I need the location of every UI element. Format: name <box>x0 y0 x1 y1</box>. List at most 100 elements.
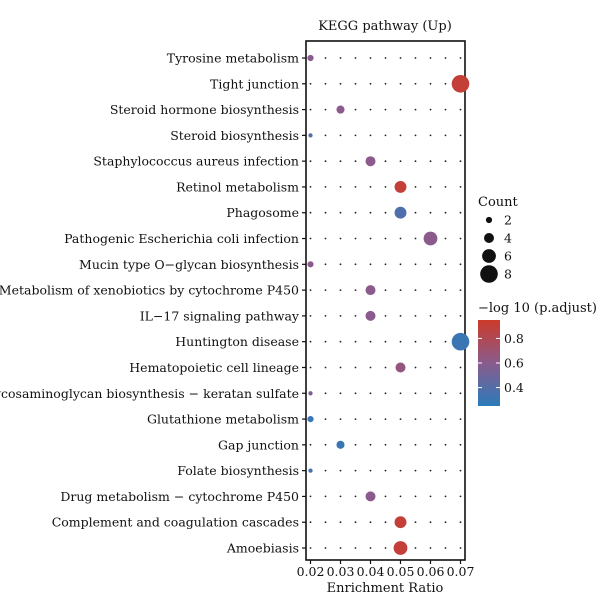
background-dot <box>459 418 462 420</box>
data-point <box>393 541 408 555</box>
background-dot <box>384 160 387 163</box>
background-dot <box>429 211 432 214</box>
background-dot <box>459 469 462 472</box>
data-point <box>365 285 376 296</box>
background-dot <box>384 108 387 111</box>
background-dot <box>354 211 357 214</box>
y-tick-label: Amoebiasis <box>226 541 299 556</box>
background-dot <box>429 443 432 446</box>
background-dot <box>324 134 327 137</box>
background-dot <box>399 57 402 59</box>
background-dot <box>459 289 462 291</box>
background-dot <box>369 443 372 446</box>
background-dot <box>309 237 312 240</box>
background-dot <box>414 469 417 472</box>
background-dot <box>309 366 312 369</box>
x-tick-label: 0.07 <box>447 564 475 579</box>
background-dot <box>414 289 417 291</box>
background-dot <box>444 237 447 240</box>
background-dots-layer <box>309 57 462 549</box>
background-dot <box>444 340 447 343</box>
background-dot <box>384 237 387 240</box>
background-dot <box>399 418 402 420</box>
color-legend-label: 0.8 <box>504 331 524 346</box>
background-dot <box>384 521 387 524</box>
background-dot <box>354 315 357 317</box>
background-dot <box>369 186 372 188</box>
background-dot <box>399 160 402 163</box>
background-dot <box>414 82 417 85</box>
background-dot <box>339 547 342 549</box>
background-dot <box>339 211 342 214</box>
background-dot <box>324 547 327 549</box>
background-dot <box>339 392 342 395</box>
y-tick-label: Tyrosine metabolism <box>167 51 299 66</box>
background-dot <box>354 82 357 85</box>
background-dot <box>429 82 432 85</box>
background-dot <box>384 57 387 59</box>
background-dot <box>324 82 327 85</box>
data-point <box>365 491 376 502</box>
background-dot <box>309 82 312 85</box>
background-dot <box>414 366 417 369</box>
background-dot <box>354 418 357 420</box>
background-dot <box>459 392 462 395</box>
background-dot <box>354 547 357 549</box>
background-dot <box>324 263 327 266</box>
background-dot <box>414 263 417 266</box>
y-tick-label: Huntington disease <box>175 334 299 349</box>
color-legend-label: 0.6 <box>504 356 524 371</box>
background-dot <box>444 160 447 163</box>
size-legend-dot <box>484 233 494 243</box>
background-dot <box>414 392 417 395</box>
color-legend-bar <box>478 320 500 406</box>
data-point <box>394 516 407 529</box>
color-legend: −log 10 (p.adjust) 0.8 0.6 0.4 <box>478 301 597 406</box>
background-dot <box>369 418 372 420</box>
background-dot <box>309 340 312 343</box>
chart-title: KEGG pathway (Up) <box>318 19 452 34</box>
background-dot <box>429 521 432 524</box>
background-dot <box>414 443 417 446</box>
plot-frame <box>305 40 466 561</box>
background-dot <box>324 186 327 188</box>
background-dot <box>384 469 387 472</box>
y-tick-label: Mucin type O−glycan biosynthesis <box>79 257 299 272</box>
background-dot <box>429 469 432 472</box>
background-dot <box>369 263 372 266</box>
x-tick-label: 0.04 <box>357 564 385 579</box>
background-dot <box>399 263 402 266</box>
background-dot <box>309 160 312 163</box>
y-tick-label: Metabolism of xenobiotics by cytochrome … <box>0 283 299 298</box>
background-dot <box>369 82 372 85</box>
background-dot <box>324 366 327 369</box>
data-point <box>307 54 314 62</box>
background-dot <box>399 443 402 446</box>
background-dot <box>339 82 342 85</box>
background-dot <box>309 443 312 446</box>
data-point <box>451 332 470 351</box>
background-dot <box>384 263 387 266</box>
background-dot <box>354 134 357 137</box>
size-legend-dot <box>482 249 496 263</box>
data-point <box>308 468 313 473</box>
background-dot <box>354 289 357 291</box>
size-legend-dot <box>485 216 493 224</box>
y-tick-label: Gap junction <box>218 437 299 452</box>
background-dot <box>429 366 432 369</box>
x-tick-label: 0.05 <box>387 564 415 579</box>
background-dot <box>414 160 417 163</box>
background-dot <box>459 521 462 524</box>
background-dot <box>459 315 462 317</box>
background-dot <box>339 315 342 317</box>
color-legend-title: −log 10 (p.adjust) <box>478 301 597 316</box>
background-dot <box>399 289 402 291</box>
background-dot <box>429 160 432 163</box>
background-dot <box>444 521 447 524</box>
size-legend: Count 2 4 6 8 <box>478 195 519 283</box>
background-dot <box>309 495 312 498</box>
background-dot <box>414 134 417 137</box>
data-point <box>394 206 407 219</box>
